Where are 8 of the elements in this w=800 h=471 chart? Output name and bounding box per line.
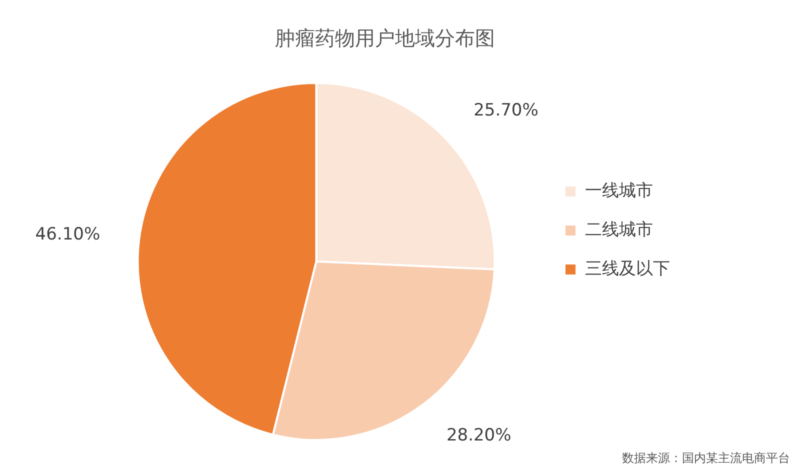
chart-title: 肿瘤药物用户地域分布图 <box>275 26 495 50</box>
data-label: 25.70% <box>474 100 538 120</box>
source-note: 数据来源：国内某主流电商平台 <box>622 451 790 466</box>
legend-label: 三线及以下 <box>585 258 670 279</box>
data-label: 28.20% <box>446 425 512 446</box>
data-label: 46.10% <box>35 224 100 244</box>
legend-label: 二线城市 <box>585 220 653 240</box>
legend-label: 一线城市 <box>585 180 653 201</box>
